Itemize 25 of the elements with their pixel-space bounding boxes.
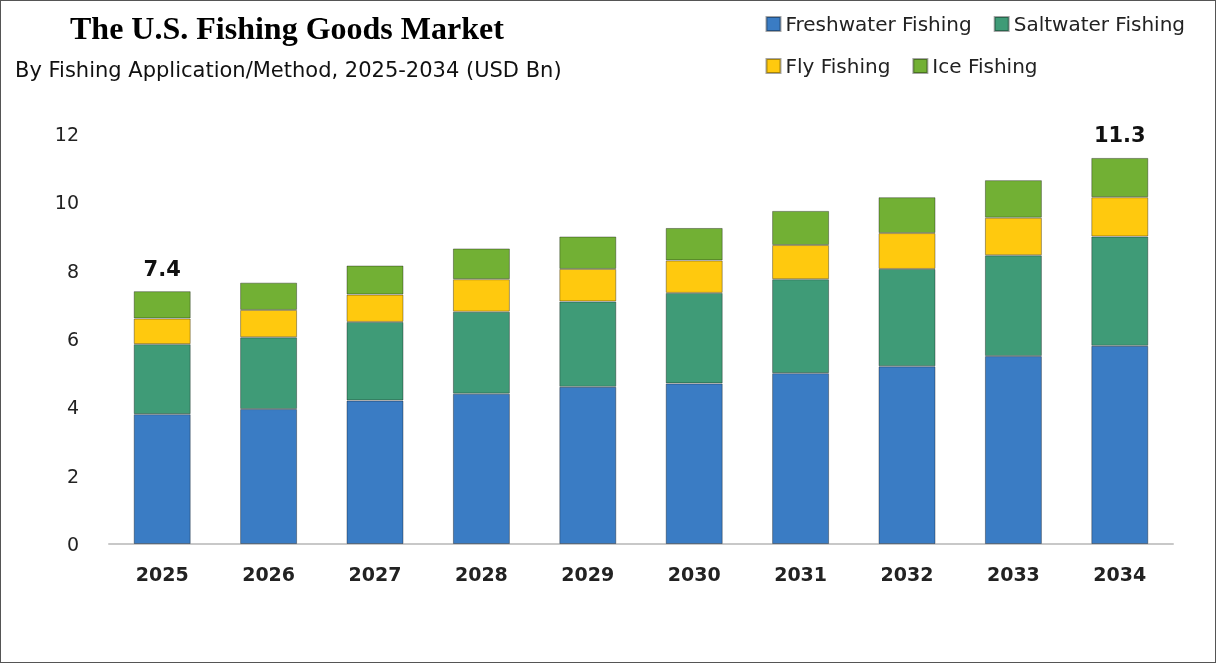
x-tick-label: 2033 xyxy=(986,562,1040,585)
total-label: 7.4 xyxy=(143,256,181,281)
x-tick-label: 2026 xyxy=(242,562,296,585)
y-tick-label: 4 xyxy=(66,396,79,419)
x-tick-label: 2032 xyxy=(880,562,934,585)
x-tick-label: 2025 xyxy=(135,562,189,585)
x-tick-label: 2028 xyxy=(454,562,508,585)
legend-label: Ice Fishing xyxy=(932,54,1038,78)
y-tick-label: 0 xyxy=(66,533,79,555)
x-tick-label: 2030 xyxy=(667,562,721,585)
x-tick-label: 2029 xyxy=(561,562,615,585)
legend-label: Freshwater Fishing xyxy=(785,12,972,36)
y-tick-label: 2 xyxy=(66,464,79,487)
chart-subtitle: By Fishing Application/Method, 2025-2034 (USD Bn) xyxy=(15,58,562,82)
y-tick-label: 12 xyxy=(54,123,79,145)
legend-label: Fly Fishing xyxy=(785,54,891,78)
y-tick-label: 8 xyxy=(66,259,79,282)
x-tick-label: 2031 xyxy=(774,562,828,585)
y-tick-label: 10 xyxy=(54,191,79,214)
total-label: 11.3 xyxy=(1093,123,1146,148)
x-tick-label: 2034 xyxy=(1093,562,1147,585)
legend-label: Saltwater Fishing xyxy=(1013,12,1186,36)
y-tick-label: 6 xyxy=(66,328,79,350)
x-tick-label: 2027 xyxy=(348,562,402,585)
chart-title: The U.S. Fishing Goods Market xyxy=(70,10,504,47)
